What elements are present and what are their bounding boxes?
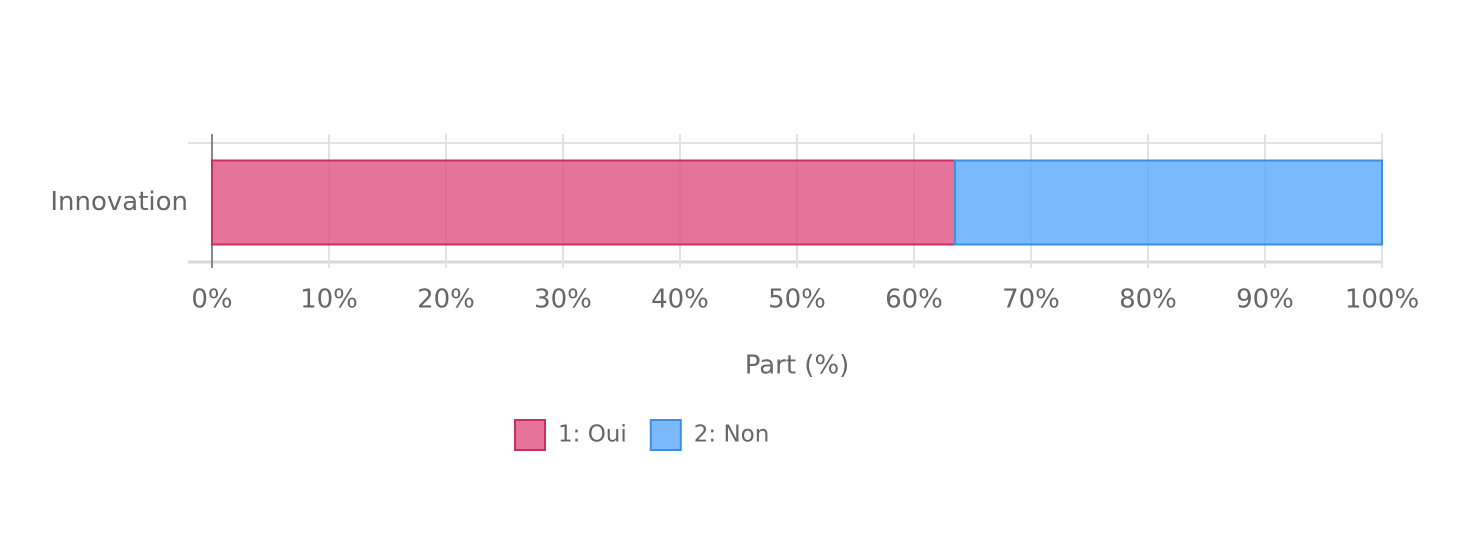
- legend-swatch: [514, 419, 546, 451]
- x-tick-label: 0%: [191, 285, 232, 315]
- bar-segment: [211, 159, 956, 246]
- x-tick-label: 30%: [534, 285, 592, 315]
- x-tick-label: 20%: [417, 285, 475, 315]
- bar-segment: [953, 159, 1383, 246]
- x-axis-title: Part (%): [745, 351, 850, 381]
- x-tick-label: 80%: [1119, 285, 1177, 315]
- x-tick-label: 70%: [1002, 285, 1060, 315]
- legend-label: 1: Oui: [558, 422, 627, 448]
- y-tick-label: Innovation: [50, 187, 188, 217]
- x-tick-label: 50%: [768, 285, 826, 315]
- x-tick-label: 60%: [885, 285, 943, 315]
- legend-swatch: [649, 419, 682, 451]
- x-tick-label: 10%: [300, 285, 358, 315]
- x-tick-label: 40%: [651, 285, 709, 315]
- legend-label: 2: Non: [694, 422, 770, 448]
- x-tick-label: 100%: [1345, 285, 1419, 315]
- x-tick-label: 90%: [1236, 285, 1294, 315]
